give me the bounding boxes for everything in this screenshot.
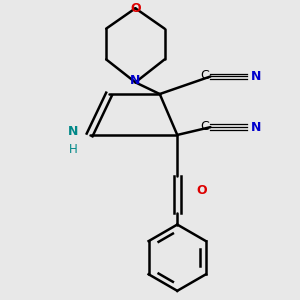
Text: N: N (130, 74, 141, 87)
Text: C: C (201, 69, 209, 82)
Text: C: C (201, 120, 209, 133)
Text: N: N (251, 70, 262, 83)
Text: H: H (69, 143, 77, 156)
Text: O: O (130, 2, 141, 15)
Text: N: N (251, 121, 262, 134)
Text: O: O (197, 184, 207, 197)
Text: N: N (68, 124, 78, 137)
